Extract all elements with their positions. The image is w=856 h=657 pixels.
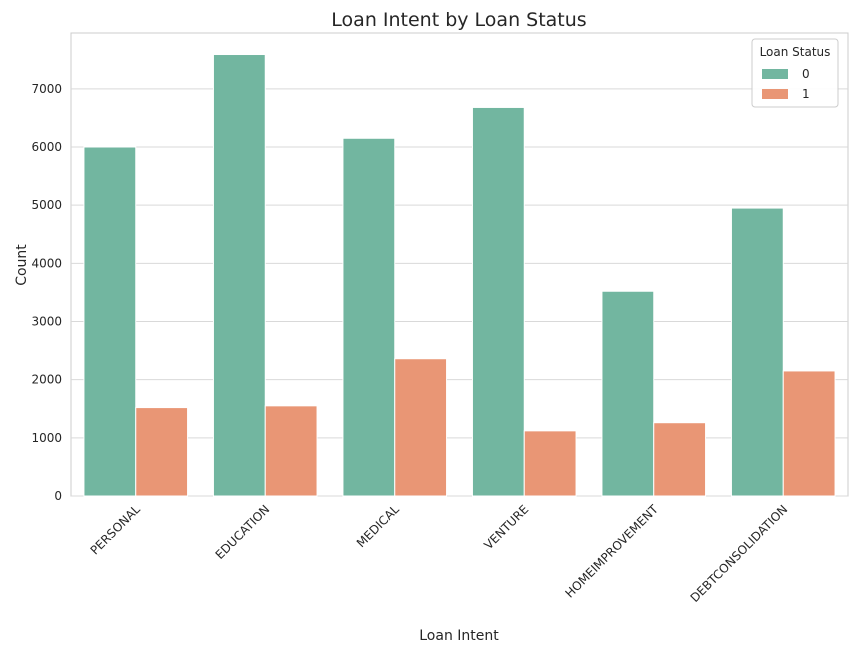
bar-debtconsolidation-status-0	[730, 207, 784, 497]
chart-title: Loan Intent by Loan Status	[331, 9, 586, 31]
bar-homeimprovement-status-1	[653, 422, 707, 497]
y-tick-label: 0	[54, 489, 62, 503]
y-tick-label: 3000	[31, 315, 62, 329]
legend-title: Loan Status	[760, 45, 831, 59]
bar-homeimprovement-status-0	[601, 290, 655, 497]
x-axis-label: Loan Intent	[419, 628, 499, 644]
grid-lines	[70, 32, 849, 497]
y-tick-label: 6000	[31, 140, 62, 154]
bar-medical-status-0	[342, 137, 396, 497]
bar-education-status-0	[212, 54, 266, 497]
legend-label-1: 1	[802, 87, 810, 101]
legend-label-0: 0	[802, 67, 810, 81]
bar-debtconsolidation-status-1	[782, 370, 836, 497]
y-tick-label: 4000	[31, 256, 62, 270]
plot-area	[70, 32, 849, 497]
y-tick-label: 7000	[31, 82, 62, 96]
bar-venture-status-0	[471, 106, 525, 497]
y-tick-label: 1000	[31, 431, 62, 445]
x-tick-label: MEDICAL	[354, 502, 402, 550]
bars	[83, 54, 836, 497]
x-tick-label: EDUCATION	[213, 502, 273, 562]
x-tick-label: PERSONAL	[88, 502, 143, 557]
y-tick-label: 5000	[31, 198, 62, 212]
legend: Loan Status 0 1	[751, 38, 839, 108]
y-tick-label: 2000	[31, 373, 62, 387]
bar-education-status-1	[264, 405, 318, 497]
x-tick-label: DEBTCONSOLIDATION	[688, 502, 791, 605]
x-tick-label: VENTURE	[481, 502, 531, 552]
x-tick-label: HOMEIMPROVEMENT	[562, 502, 661, 601]
bar-personal-status-0	[83, 146, 137, 497]
legend-swatch-0	[762, 69, 788, 79]
bar-medical-status-1	[394, 358, 448, 497]
bar-personal-status-1	[135, 407, 189, 497]
y-axis-label: Count	[14, 244, 30, 286]
legend-swatch-1	[762, 89, 788, 99]
bar-venture-status-1	[523, 430, 577, 497]
